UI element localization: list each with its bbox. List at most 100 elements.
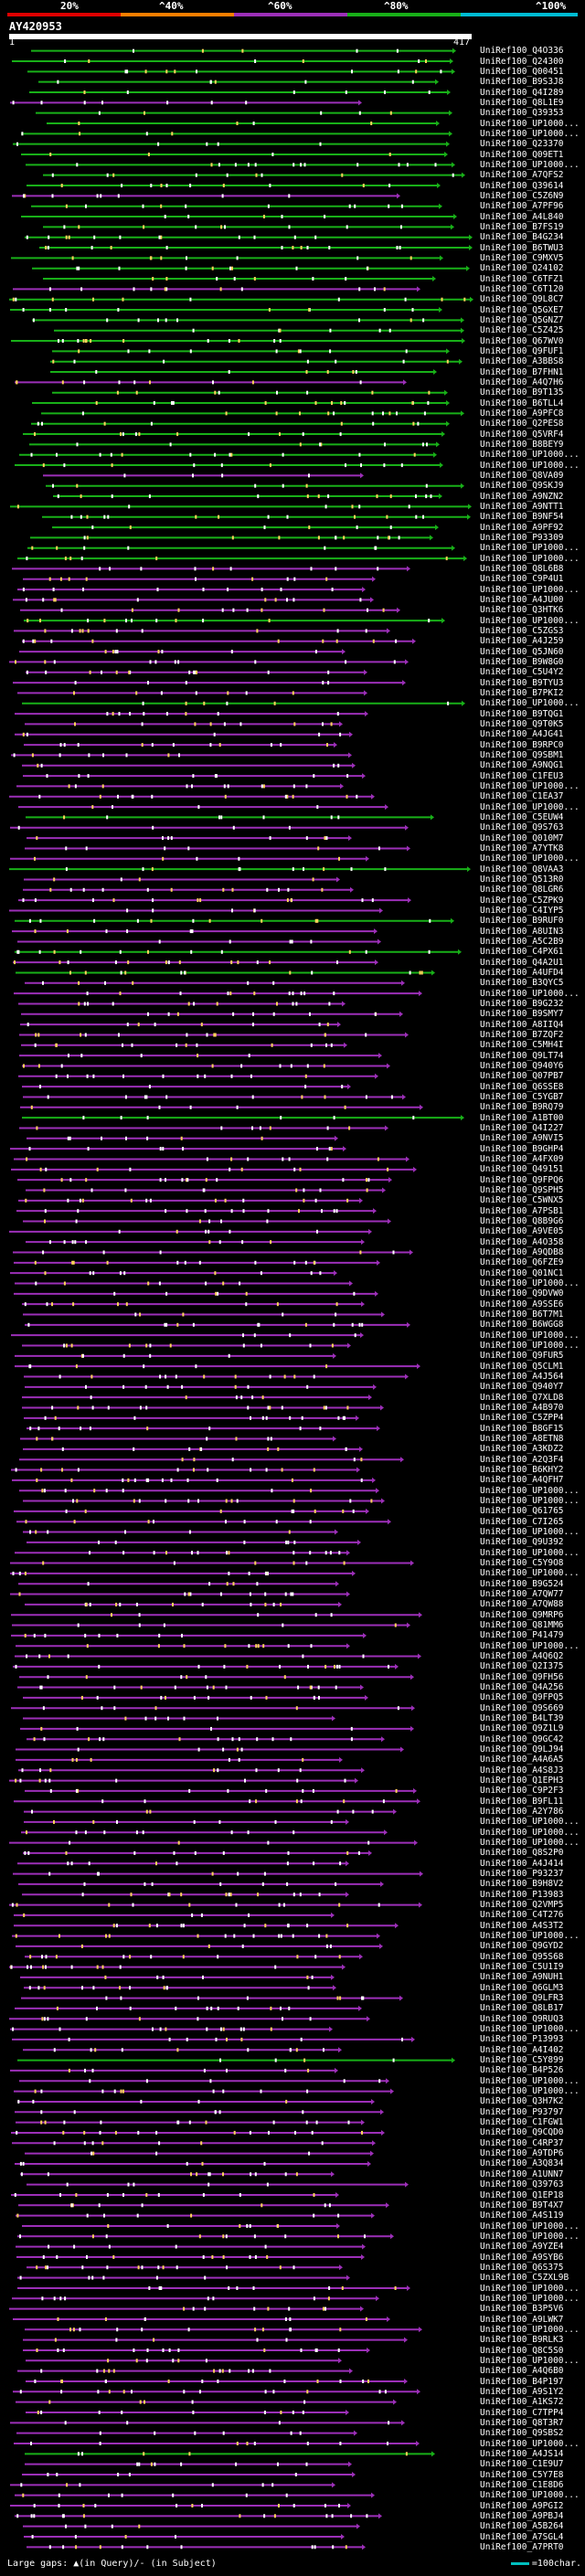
hit-label[interactable]: UniRef100_UP1000... [480,1827,580,1838]
hit-row[interactable] [12,193,400,199]
hit-row[interactable] [24,1415,359,1421]
hit-row[interactable] [23,1694,368,1701]
hit-row[interactable] [22,1892,349,1898]
hit-row[interactable] [31,48,456,54]
hit-label[interactable]: UniRef100_Q1EP18 [480,2189,564,2200]
hit-label[interactable]: UniRef100_UP1000... [480,2221,580,2231]
hit-row[interactable] [20,1104,423,1110]
hit-label[interactable]: UniRef100_UP1000... [480,450,580,461]
hit-row[interactable] [29,90,451,96]
hit-label[interactable]: UniRef100_A9TDP6 [480,2148,564,2159]
hit-row[interactable] [25,1954,363,1960]
hit-row[interactable] [10,2026,333,2032]
hit-row[interactable] [27,69,455,75]
hit-label[interactable]: UniRef100_A7YTK8 [480,843,564,853]
hit-label[interactable]: UniRef100_Q9LJ94 [480,1744,564,1755]
hit-row[interactable] [25,845,410,852]
hit-row[interactable] [10,1570,356,1576]
hit-row[interactable] [14,1156,410,1162]
hit-label[interactable]: UniRef100_Q4A2U1 [480,957,564,968]
hit-row[interactable] [12,1622,410,1628]
hit-row[interactable] [11,255,443,261]
hit-row[interactable] [17,2098,375,2104]
hit-row[interactable] [16,1643,350,1649]
hit-label[interactable]: UniRef100_A9PFC8 [480,408,564,419]
hit-row[interactable] [13,1871,423,1877]
hit-label[interactable]: UniRef100_B9G524 [480,1578,564,1589]
hit-row[interactable] [9,907,383,914]
hit-row[interactable] [16,2212,375,2219]
hit-label[interactable]: UniRef100_B9RUF0 [480,916,564,927]
hit-row[interactable] [22,1063,390,1069]
hit-label[interactable]: UniRef100_B4G234 [480,232,564,243]
hit-label[interactable]: UniRef100_UP1000... [480,1278,580,1288]
hit-label[interactable]: UniRef100_UP1000... [480,118,580,129]
hit-row[interactable] [19,649,346,655]
hit-label[interactable]: UniRef100_A4UFD4 [480,968,564,978]
hit-row[interactable] [16,970,435,976]
hit-row[interactable] [27,2181,409,2188]
hit-row[interactable] [16,2430,357,2436]
hit-row[interactable] [15,2160,371,2167]
hit-row[interactable] [46,482,464,489]
hit-label[interactable]: UniRef100_B9S3J8 [480,77,564,88]
hit-row[interactable] [23,431,445,438]
hit-row[interactable] [12,2140,376,2147]
hit-label[interactable]: UniRef100_A9NQG1 [480,760,564,771]
hit-row[interactable] [18,1001,346,1007]
hit-label[interactable]: UniRef100_C5EUW4 [480,811,564,822]
hit-row[interactable] [27,1539,361,1545]
hit-label[interactable]: UniRef100_UP1000... [480,1931,580,1942]
hit-label[interactable]: UniRef100_A4S3T2 [480,1920,564,1931]
hit-row[interactable] [14,1259,380,1266]
hit-label[interactable]: UniRef100_Q24102 [480,263,564,274]
hit-label[interactable]: UniRef100_A9PBJ4 [480,2510,564,2521]
hit-label[interactable]: UniRef100_Q9SBS2 [480,2428,564,2439]
hit-row[interactable] [14,991,422,997]
hit-row[interactable] [20,607,400,613]
hit-label[interactable]: UniRef100_Q8LGR6 [480,885,564,896]
hit-label[interactable]: UniRef100_UP1000... [480,1817,580,1828]
hit-label[interactable]: UniRef100_B3P5V6 [480,2304,564,2315]
hit-row[interactable] [24,1808,397,1815]
hit-label[interactable]: UniRef100_Q24300 [480,56,564,67]
hit-label[interactable]: UniRef100_Q01NC1 [480,1267,564,1278]
hit-label[interactable]: UniRef100_Q8LB17 [480,2003,564,2014]
hit-label[interactable]: UniRef100_A4S8J3 [480,1765,564,1776]
hit-row[interactable] [17,1684,364,1691]
hit-label[interactable]: UniRef100_C6T120 [480,283,564,294]
hit-row[interactable] [19,1488,379,1494]
hit-label[interactable]: UniRef100_Q9SBM1 [480,749,564,760]
hit-label[interactable]: UniRef100_Q9SPH5 [480,1185,564,1195]
hit-label[interactable]: UniRef100_Q6GLM3 [480,1982,564,1993]
hit-row[interactable] [23,1311,385,1318]
hit-row[interactable] [20,2171,335,2178]
hit-label[interactable]: UniRef100_A2Q3F4 [480,1454,564,1465]
hit-label[interactable]: UniRef100_A4L840 [480,211,564,222]
hit-row[interactable] [43,224,454,230]
hit-label[interactable]: UniRef100_A9PGI2 [480,2500,564,2511]
hit-label[interactable]: UniRef100_B9NF54 [480,512,564,523]
hit-label[interactable]: UniRef100_UP1000... [480,1496,580,1506]
hit-label[interactable]: UniRef100_C1E8D6 [480,2479,564,2490]
hit-row[interactable] [27,1426,380,1432]
hit-label[interactable]: UniRef100_A7QW88 [480,1599,564,1610]
hit-label[interactable]: UniRef100_A3KDZ2 [480,1444,564,1455]
hit-label[interactable]: UniRef100_C7I265 [480,1516,564,1527]
hit-label[interactable]: UniRef100_UP1000... [480,1330,580,1341]
hit-label[interactable]: UniRef100_Q940Y7 [480,1382,564,1393]
hit-row[interactable] [23,1529,338,1535]
hit-row[interactable] [31,420,450,427]
hit-row[interactable] [17,2057,455,2063]
hit-label[interactable]: UniRef100_UP1000... [480,1527,580,1537]
hit-row[interactable] [14,1912,335,1918]
hit-label[interactable]: UniRef100_C5ZGS3 [480,625,564,636]
hit-row[interactable] [23,2347,370,2353]
hit-row[interactable] [21,1042,347,1048]
hit-label[interactable]: UniRef100_Q2I375 [480,1661,564,1672]
hit-label[interactable]: UniRef100_C1FGW1 [480,2117,564,2128]
hit-row[interactable] [9,659,409,665]
hit-label[interactable]: UniRef100_UP1000... [480,1547,580,1558]
hit-row[interactable] [25,2150,374,2157]
hit-label[interactable]: UniRef100_UP1000... [480,853,580,864]
